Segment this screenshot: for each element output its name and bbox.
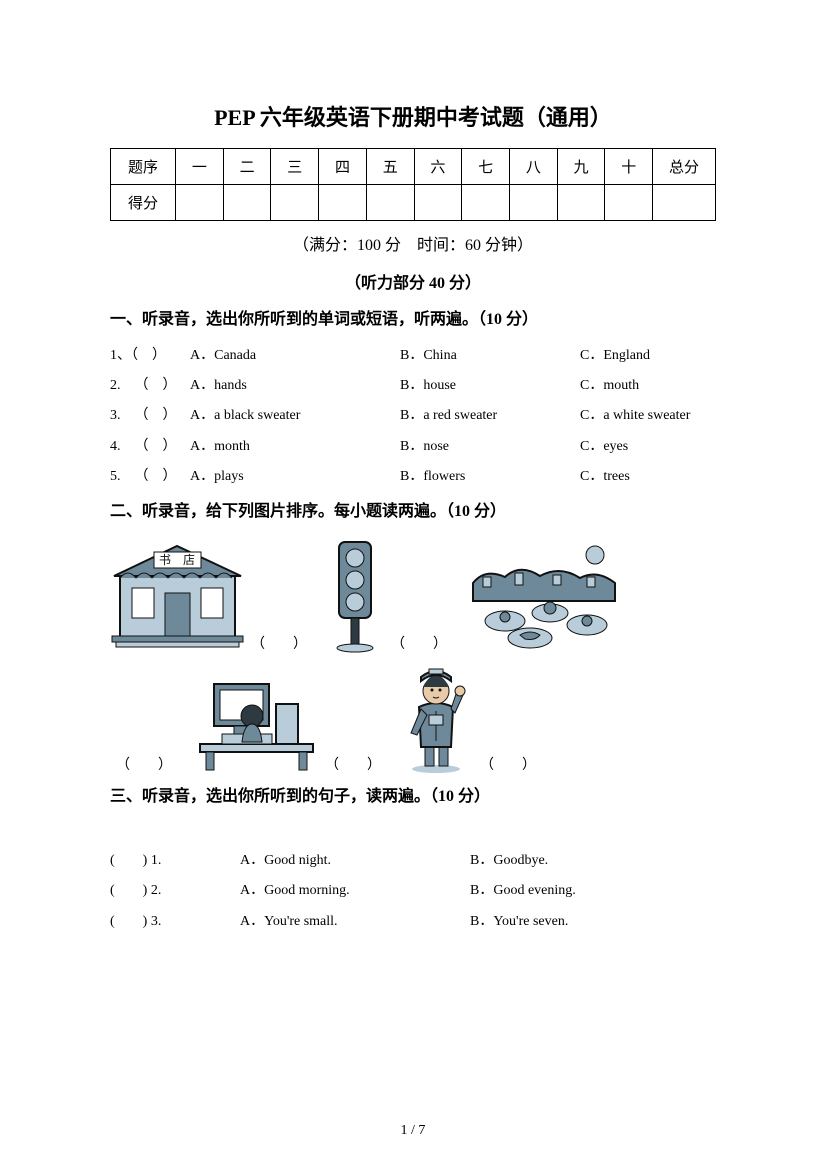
score-col-4: 四: [319, 149, 367, 185]
option-a: A．hands: [190, 375, 400, 397]
answer-blank: （ ）: [116, 754, 172, 774]
image-computer: （ ）: [194, 674, 381, 774]
answer-blank: （ ）: [325, 754, 381, 774]
page-footer: 1 / 7: [0, 1123, 826, 1139]
food-spread-icon: [465, 543, 620, 653]
option-a: A．Good morning.: [240, 880, 470, 902]
score-col-7: 七: [462, 149, 510, 185]
score-value-label: 得分: [111, 185, 176, 221]
question-row: ( ) 2.A．Good morning.B．Good evening.: [110, 880, 716, 902]
score-table: 题序 一 二 三 四 五 六 七 八 九 十 总分 得分: [110, 148, 716, 221]
question-number: 5. （ ）: [110, 466, 190, 488]
section-2-heading: 二、听录音，给下列图片排序。每小题读两遍。（10 分）: [110, 499, 716, 525]
section-3-heading: 三、听录音，选出你所听到的句子，读两遍。（10 分）: [110, 784, 716, 810]
question-row: 4. （ ）A．monthB．noseC．eyes: [110, 436, 716, 458]
score-col-5: 五: [366, 149, 414, 185]
score-cell: [176, 185, 224, 221]
image-traffic-light: （ ）: [325, 538, 447, 653]
image-police: （ ）: [399, 659, 536, 774]
score-cell: [223, 185, 271, 221]
question-number: 2. （ ）: [110, 375, 190, 397]
computer-icon: [194, 674, 319, 774]
question-number: 3. （ ）: [110, 405, 190, 427]
option-a: A．You're small.: [240, 911, 470, 933]
exam-meta: （满分：100 分 时间：60 分钟）: [110, 231, 716, 255]
question-row: 2. （ ）A．handsB．houseC．mouth: [110, 375, 716, 397]
score-cell: [271, 185, 319, 221]
score-table-value-row: 得分: [111, 185, 716, 221]
score-cell: [319, 185, 367, 221]
score-cell: [509, 185, 557, 221]
question-number: 4. （ ）: [110, 436, 190, 458]
listening-part-title: （听力部分 40 分）: [110, 269, 716, 293]
option-b: B．flowers: [400, 466, 580, 488]
option-b: B．Goodbye.: [470, 850, 716, 872]
image-bookstore: 书 店 （ ）: [110, 538, 307, 653]
answer-blank: （ ）: [391, 633, 447, 653]
score-col-9: 九: [557, 149, 605, 185]
score-col-total: 总分: [653, 149, 716, 185]
images-row-2: （ ） （ ）: [110, 659, 716, 774]
image-food-spread: [465, 543, 620, 653]
score-col-8: 八: [509, 149, 557, 185]
score-col-2: 二: [223, 149, 271, 185]
traffic-light-icon: [325, 538, 385, 653]
score-col-3: 三: [271, 149, 319, 185]
question-number: ( ) 2.: [110, 880, 240, 902]
option-c: C．mouth: [580, 375, 716, 397]
question-number: ( ) 3.: [110, 911, 240, 933]
option-b: B．a red sweater: [400, 405, 580, 427]
option-c: C．eyes: [580, 436, 716, 458]
bookstore-label: 书 店: [159, 553, 195, 567]
option-c: C．England: [580, 345, 716, 367]
page-title: PEP 六年级英语下册期中考试题（通用）: [110, 100, 716, 132]
score-cell: [605, 185, 653, 221]
score-col-6: 六: [414, 149, 462, 185]
option-b: B．house: [400, 375, 580, 397]
score-cell: [462, 185, 510, 221]
option-c: C．trees: [580, 466, 716, 488]
score-header-label: 题序: [111, 149, 176, 185]
score-col-10: 十: [605, 149, 653, 185]
option-a: A．Good night.: [240, 850, 470, 872]
option-b: B．You're seven.: [470, 911, 716, 933]
police-icon: [399, 659, 474, 774]
option-a: A．Canada: [190, 345, 400, 367]
question-row: ( ) 3.A．You're small.B．You're seven.: [110, 911, 716, 933]
option-b: B．China: [400, 345, 580, 367]
score-col-1: 一: [176, 149, 224, 185]
score-table-header-row: 题序 一 二 三 四 五 六 七 八 九 十 总分: [111, 149, 716, 185]
question-row: 1、（ ）A．CanadaB．ChinaC．England: [110, 345, 716, 367]
question-number: ( ) 1.: [110, 850, 240, 872]
score-cell: [414, 185, 462, 221]
option-c: C．a white sweater: [580, 405, 716, 427]
option-a: A．plays: [190, 466, 400, 488]
question-number: 1、（ ）: [110, 345, 190, 367]
option-a: A．month: [190, 436, 400, 458]
option-a: A．a black sweater: [190, 405, 400, 427]
option-b: B．Good evening.: [470, 880, 716, 902]
section-1-heading: 一、听录音，选出你所听到的单词或短语，听两遍。（10 分）: [110, 307, 716, 333]
answer-blank: （ ）: [480, 754, 536, 774]
score-cell: [366, 185, 414, 221]
option-b: B．nose: [400, 436, 580, 458]
score-cell: [653, 185, 716, 221]
answer-blank: （ ）: [251, 633, 307, 653]
score-cell: [557, 185, 605, 221]
bookstore-icon: 书 店: [110, 538, 245, 653]
question-row: ( ) 1.A．Good night.B．Goodbye.: [110, 850, 716, 872]
question-row: 5. （ ）A．playsB．flowersC．trees: [110, 466, 716, 488]
question-row: 3. （ ）A．a black sweaterB．a red sweaterC．…: [110, 405, 716, 427]
images-row-1: 书 店 （ ） （ ）: [110, 538, 716, 653]
